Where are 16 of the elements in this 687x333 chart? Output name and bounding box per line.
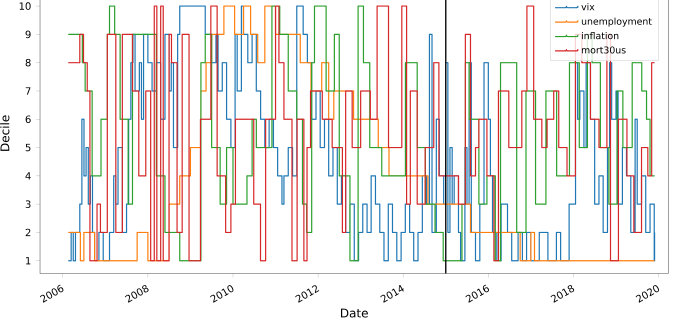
y-tick-label: 6 [26,115,31,123]
x-axis-title: Date [340,308,368,318]
y-tick-label: 1 [26,256,30,264]
legend-label: unemployment [582,17,652,26]
y-tick-label: 5 [26,144,30,152]
legend-label: inflation [582,32,618,39]
legend-label: mort30us [582,46,626,54]
y-tick-label: 9 [26,30,31,38]
y-tick-label: 7 [26,87,30,94]
legend-label: vix [581,2,594,10]
y-tick-label: 8 [26,58,31,66]
y-tick-label: 2 [26,228,30,236]
y-axis-title: Decile [0,115,10,151]
y-tick-label: 4 [25,172,31,180]
y-tick-label: 10 [20,2,31,10]
y-tick-label: 3 [26,200,31,208]
